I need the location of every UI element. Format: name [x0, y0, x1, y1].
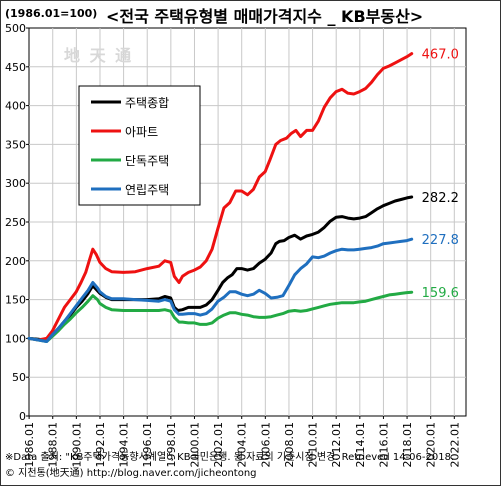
x-tick-label: 2020.01 — [425, 422, 438, 468]
x-tick-label: 1994.01 — [118, 422, 131, 468]
y-tick-label: 400 — [5, 100, 26, 113]
x-tick-label: 2008.01 — [283, 422, 296, 468]
series-lines — [27, 52, 414, 343]
source-note: ※Data 출처: "KB주택가격동향시계열", KB국민은행. 원 자료의 기… — [5, 452, 455, 463]
end-value-label: 227.8 — [422, 233, 459, 248]
x-axis: 1986.01 1988.01 1990.01 1992.01 1994.01 1996.… — [23, 416, 461, 468]
x-tick-label: 1998.01 — [165, 422, 178, 468]
watermark: 地 天 通 — [64, 46, 134, 65]
legend-label: 연립주택 — [125, 183, 169, 197]
unit-label: (1986.01=100) — [5, 7, 98, 20]
x-tick-label: 2006.01 — [259, 422, 272, 468]
x-tick-label: 2018.01 — [401, 422, 414, 468]
y-tick-label: 150 — [5, 294, 26, 307]
y-tick-label: 500 — [5, 22, 26, 35]
legend-label: 단독주택 — [125, 154, 169, 168]
x-tick-label: 2002.01 — [212, 422, 225, 468]
x-tick-label: 2012.01 — [330, 422, 343, 468]
x-tick-label: 2000.01 — [188, 422, 201, 468]
x-tick-label: 2022.01 — [448, 422, 461, 468]
end-labels: 282.2 467.0 159.6 227.8 — [422, 48, 459, 302]
x-tick-label: 2004.01 — [236, 422, 249, 468]
y-tick-label: 100 — [5, 332, 26, 345]
y-tick-label: 300 — [5, 177, 26, 190]
series-line — [27, 290, 414, 343]
copyright-note: © 지천통(地天通) http://blog.naver.com/jicheon… — [5, 468, 257, 479]
x-tick-label: 1992.01 — [94, 422, 107, 468]
legend-box — [78, 85, 201, 206]
y-tick-label: 250 — [5, 216, 26, 229]
y-tick-label: 0 — [19, 410, 26, 423]
x-tick-label: 2016.01 — [377, 422, 390, 468]
y-tick-label: 450 — [5, 61, 26, 74]
series-line — [27, 237, 414, 343]
x-tick-label: 1996.01 — [141, 422, 154, 468]
end-value-label: 159.6 — [422, 286, 459, 301]
x-tick-label: 2014.01 — [354, 422, 367, 468]
end-value-label: 282.2 — [422, 191, 459, 206]
y-axis: 0 50 100 150 200 250 300 350 400 450 500 — [5, 22, 29, 423]
series-line — [27, 52, 414, 342]
y-tick-label: 50 — [12, 371, 26, 384]
legend-label: 주택종합 — [125, 96, 169, 110]
legend-label: 아파트 — [125, 125, 158, 139]
x-tick-label: 2010.01 — [307, 422, 320, 468]
x-tick-label: 1988.01 — [47, 422, 60, 468]
y-tick-label: 200 — [5, 255, 26, 268]
x-tick-label: 1986.01 — [23, 422, 36, 468]
y-tick-label: 350 — [5, 138, 26, 151]
series-line — [27, 195, 414, 343]
chart-title: <전국 주택유형별 매매가격지수 _ KB부동산> — [106, 7, 424, 26]
x-tick-label: 1990.01 — [70, 422, 83, 468]
end-value-label: 467.0 — [422, 48, 459, 63]
